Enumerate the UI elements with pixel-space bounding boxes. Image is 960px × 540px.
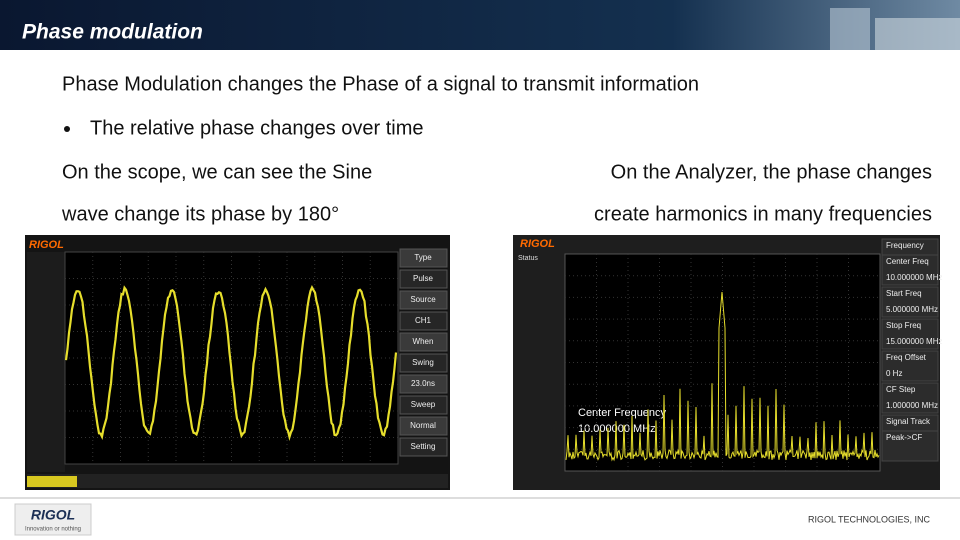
- scope-menu-label: Normal: [410, 421, 436, 430]
- analyzer-menu-label: Peak->CF: [886, 433, 922, 442]
- caption: wave change its phase by 180°: [61, 203, 339, 225]
- slide: Phase modulation Phase Modulation change…: [0, 0, 960, 540]
- scope-menu-label: Type: [414, 253, 432, 262]
- scope-menu-label: Setting: [411, 442, 436, 451]
- analyzer-menu-label: Frequency: [886, 241, 924, 250]
- scope-menu-label: Source: [410, 295, 436, 304]
- analyzer-menu-label: 1.000000 MHz: [886, 401, 938, 410]
- building-image: [875, 18, 960, 50]
- heading: Phase Modulation changes the Phase of a …: [62, 73, 699, 95]
- analyzer-menu-label: 0 Hz: [886, 369, 902, 378]
- page: { "header": {"title": "Phase modulation"…: [0, 0, 960, 540]
- scope-menu-label: Swing: [412, 358, 434, 367]
- analyzer-brand: RIGOL: [520, 238, 555, 250]
- analyzer-menu-label: Start Freq: [886, 289, 922, 298]
- footer-logo: RIGOL: [31, 507, 75, 523]
- analyzer-status: Status: [518, 255, 538, 262]
- analyzer-menu-label: Freq Offset: [886, 353, 927, 362]
- analyzer-menu-label: CF Step: [886, 385, 916, 394]
- marker-title: Center Frequency: [578, 407, 667, 419]
- footer-slogan: Innovation or nothing: [25, 527, 81, 533]
- building-image: [830, 8, 870, 50]
- scope-icon-column: [27, 252, 65, 472]
- scope-menu-label: When: [413, 337, 434, 346]
- analyzer-menu-label: 15.000000 MHz: [886, 337, 942, 346]
- analyzer-menu-label: Signal Track: [886, 417, 931, 426]
- scope-screenshot: RIGOL Type Pulse Source CH1 When Swing 23.0ns S…: [25, 235, 450, 490]
- analyzer-menu-label: 10.000000 MHz: [886, 273, 942, 282]
- analyzer-menu-label: Center Freq: [886, 257, 929, 266]
- caption: On the scope, we can see the Sine: [62, 161, 372, 183]
- caption: create harmonics in many frequencies: [594, 203, 932, 225]
- scope-menu-label: 23.0ns: [411, 379, 435, 388]
- bullet-dot: [64, 126, 70, 132]
- slide-title: Phase modulation: [22, 21, 203, 44]
- analyzer-menu-label: Stop Freq: [886, 321, 921, 330]
- scope-status-bar: [27, 474, 448, 488]
- scope-menu-label: Pulse: [413, 274, 434, 283]
- analyzer-menu-label: 5.000000 MHz: [886, 305, 938, 314]
- scope-menu-label: CH1: [415, 316, 432, 325]
- scope-menu-label: Sweep: [411, 400, 436, 409]
- scope-brand: RIGOL: [29, 239, 64, 251]
- marker-value: 10.000000 MHz: [578, 423, 656, 435]
- footer-company: RIGOL TECHNOLOGIES, INC: [808, 514, 931, 524]
- analyzer-screenshot: RIGOL Status Center Frequency 10.000000 …: [513, 235, 942, 490]
- caption: On the Analyzer, the phase changes: [611, 161, 932, 183]
- bullet-text: The relative phase changes over time: [90, 117, 424, 139]
- scope-channel-tag: [27, 476, 77, 487]
